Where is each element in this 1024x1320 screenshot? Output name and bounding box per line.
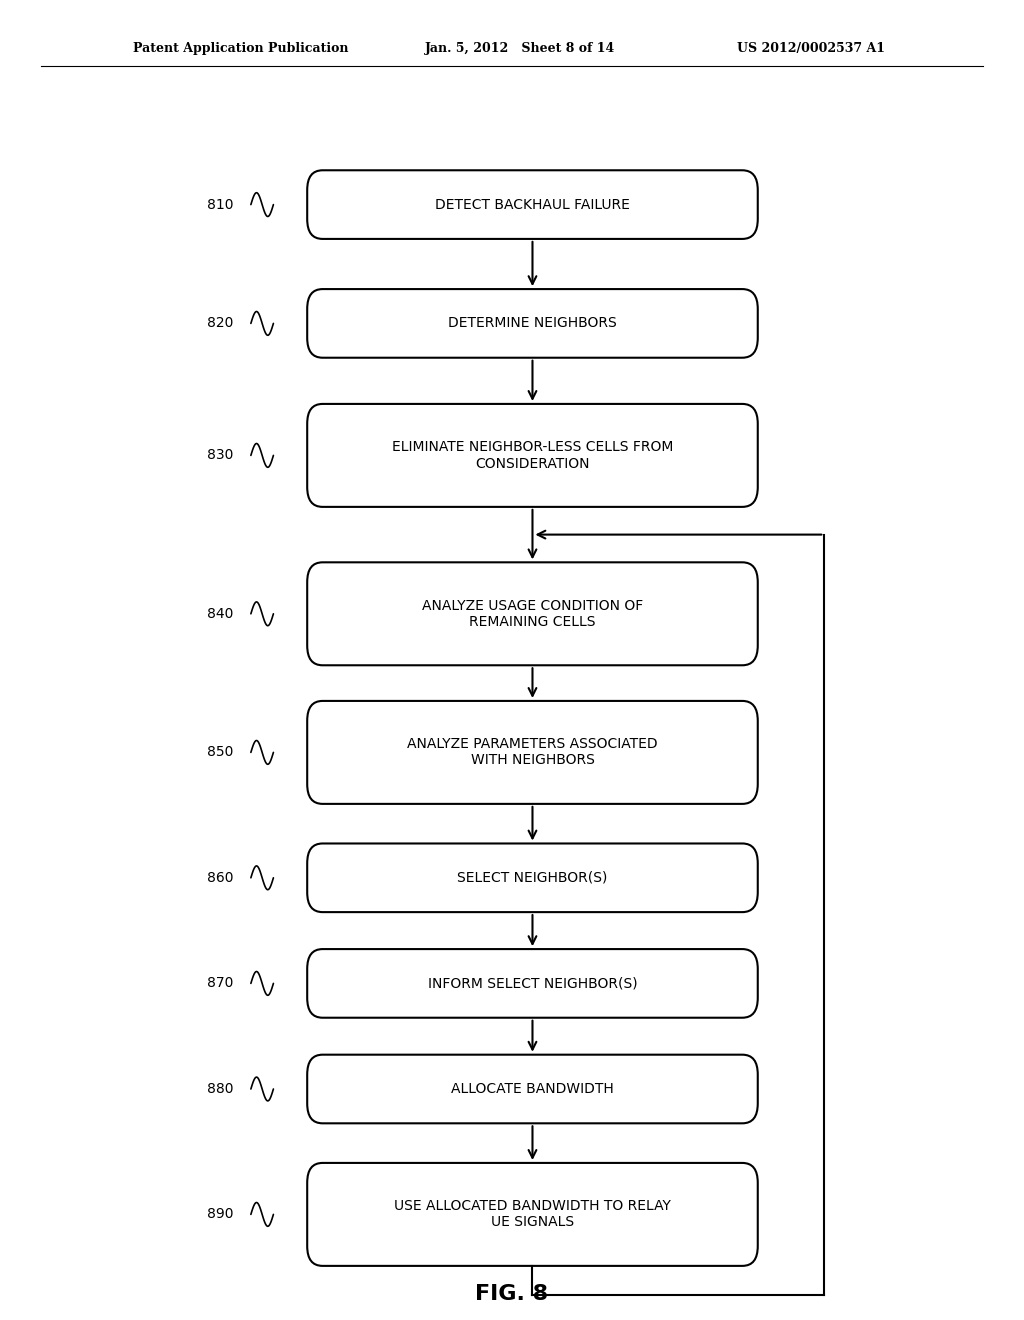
FancyBboxPatch shape [307,562,758,665]
FancyBboxPatch shape [307,404,758,507]
Text: 870: 870 [207,977,233,990]
Text: Patent Application Publication: Patent Application Publication [133,42,348,55]
Text: DETECT BACKHAUL FAILURE: DETECT BACKHAUL FAILURE [435,198,630,211]
Text: 840: 840 [207,607,233,620]
Text: 820: 820 [207,317,233,330]
FancyBboxPatch shape [307,1055,758,1123]
Text: DETERMINE NEIGHBORS: DETERMINE NEIGHBORS [449,317,616,330]
Text: ANALYZE PARAMETERS ASSOCIATED
WITH NEIGHBORS: ANALYZE PARAMETERS ASSOCIATED WITH NEIGH… [408,738,657,767]
Text: 830: 830 [207,449,233,462]
Text: USE ALLOCATED BANDWIDTH TO RELAY
UE SIGNALS: USE ALLOCATED BANDWIDTH TO RELAY UE SIGN… [394,1200,671,1229]
Text: 890: 890 [207,1208,233,1221]
FancyBboxPatch shape [307,701,758,804]
FancyBboxPatch shape [307,949,758,1018]
Text: US 2012/0002537 A1: US 2012/0002537 A1 [737,42,886,55]
FancyBboxPatch shape [307,289,758,358]
Text: 850: 850 [207,746,233,759]
FancyBboxPatch shape [307,170,758,239]
Text: 810: 810 [207,198,233,211]
Text: INFORM SELECT NEIGHBOR(S): INFORM SELECT NEIGHBOR(S) [428,977,637,990]
Text: SELECT NEIGHBOR(S): SELECT NEIGHBOR(S) [458,871,607,884]
Text: 860: 860 [207,871,233,884]
Text: ALLOCATE BANDWIDTH: ALLOCATE BANDWIDTH [452,1082,613,1096]
Text: ANALYZE USAGE CONDITION OF
REMAINING CELLS: ANALYZE USAGE CONDITION OF REMAINING CEL… [422,599,643,628]
Text: ELIMINATE NEIGHBOR-LESS CELLS FROM
CONSIDERATION: ELIMINATE NEIGHBOR-LESS CELLS FROM CONSI… [392,441,673,470]
FancyBboxPatch shape [307,1163,758,1266]
Text: FIG. 8: FIG. 8 [475,1283,549,1304]
FancyBboxPatch shape [307,843,758,912]
Text: 880: 880 [207,1082,233,1096]
Text: Jan. 5, 2012   Sheet 8 of 14: Jan. 5, 2012 Sheet 8 of 14 [425,42,615,55]
